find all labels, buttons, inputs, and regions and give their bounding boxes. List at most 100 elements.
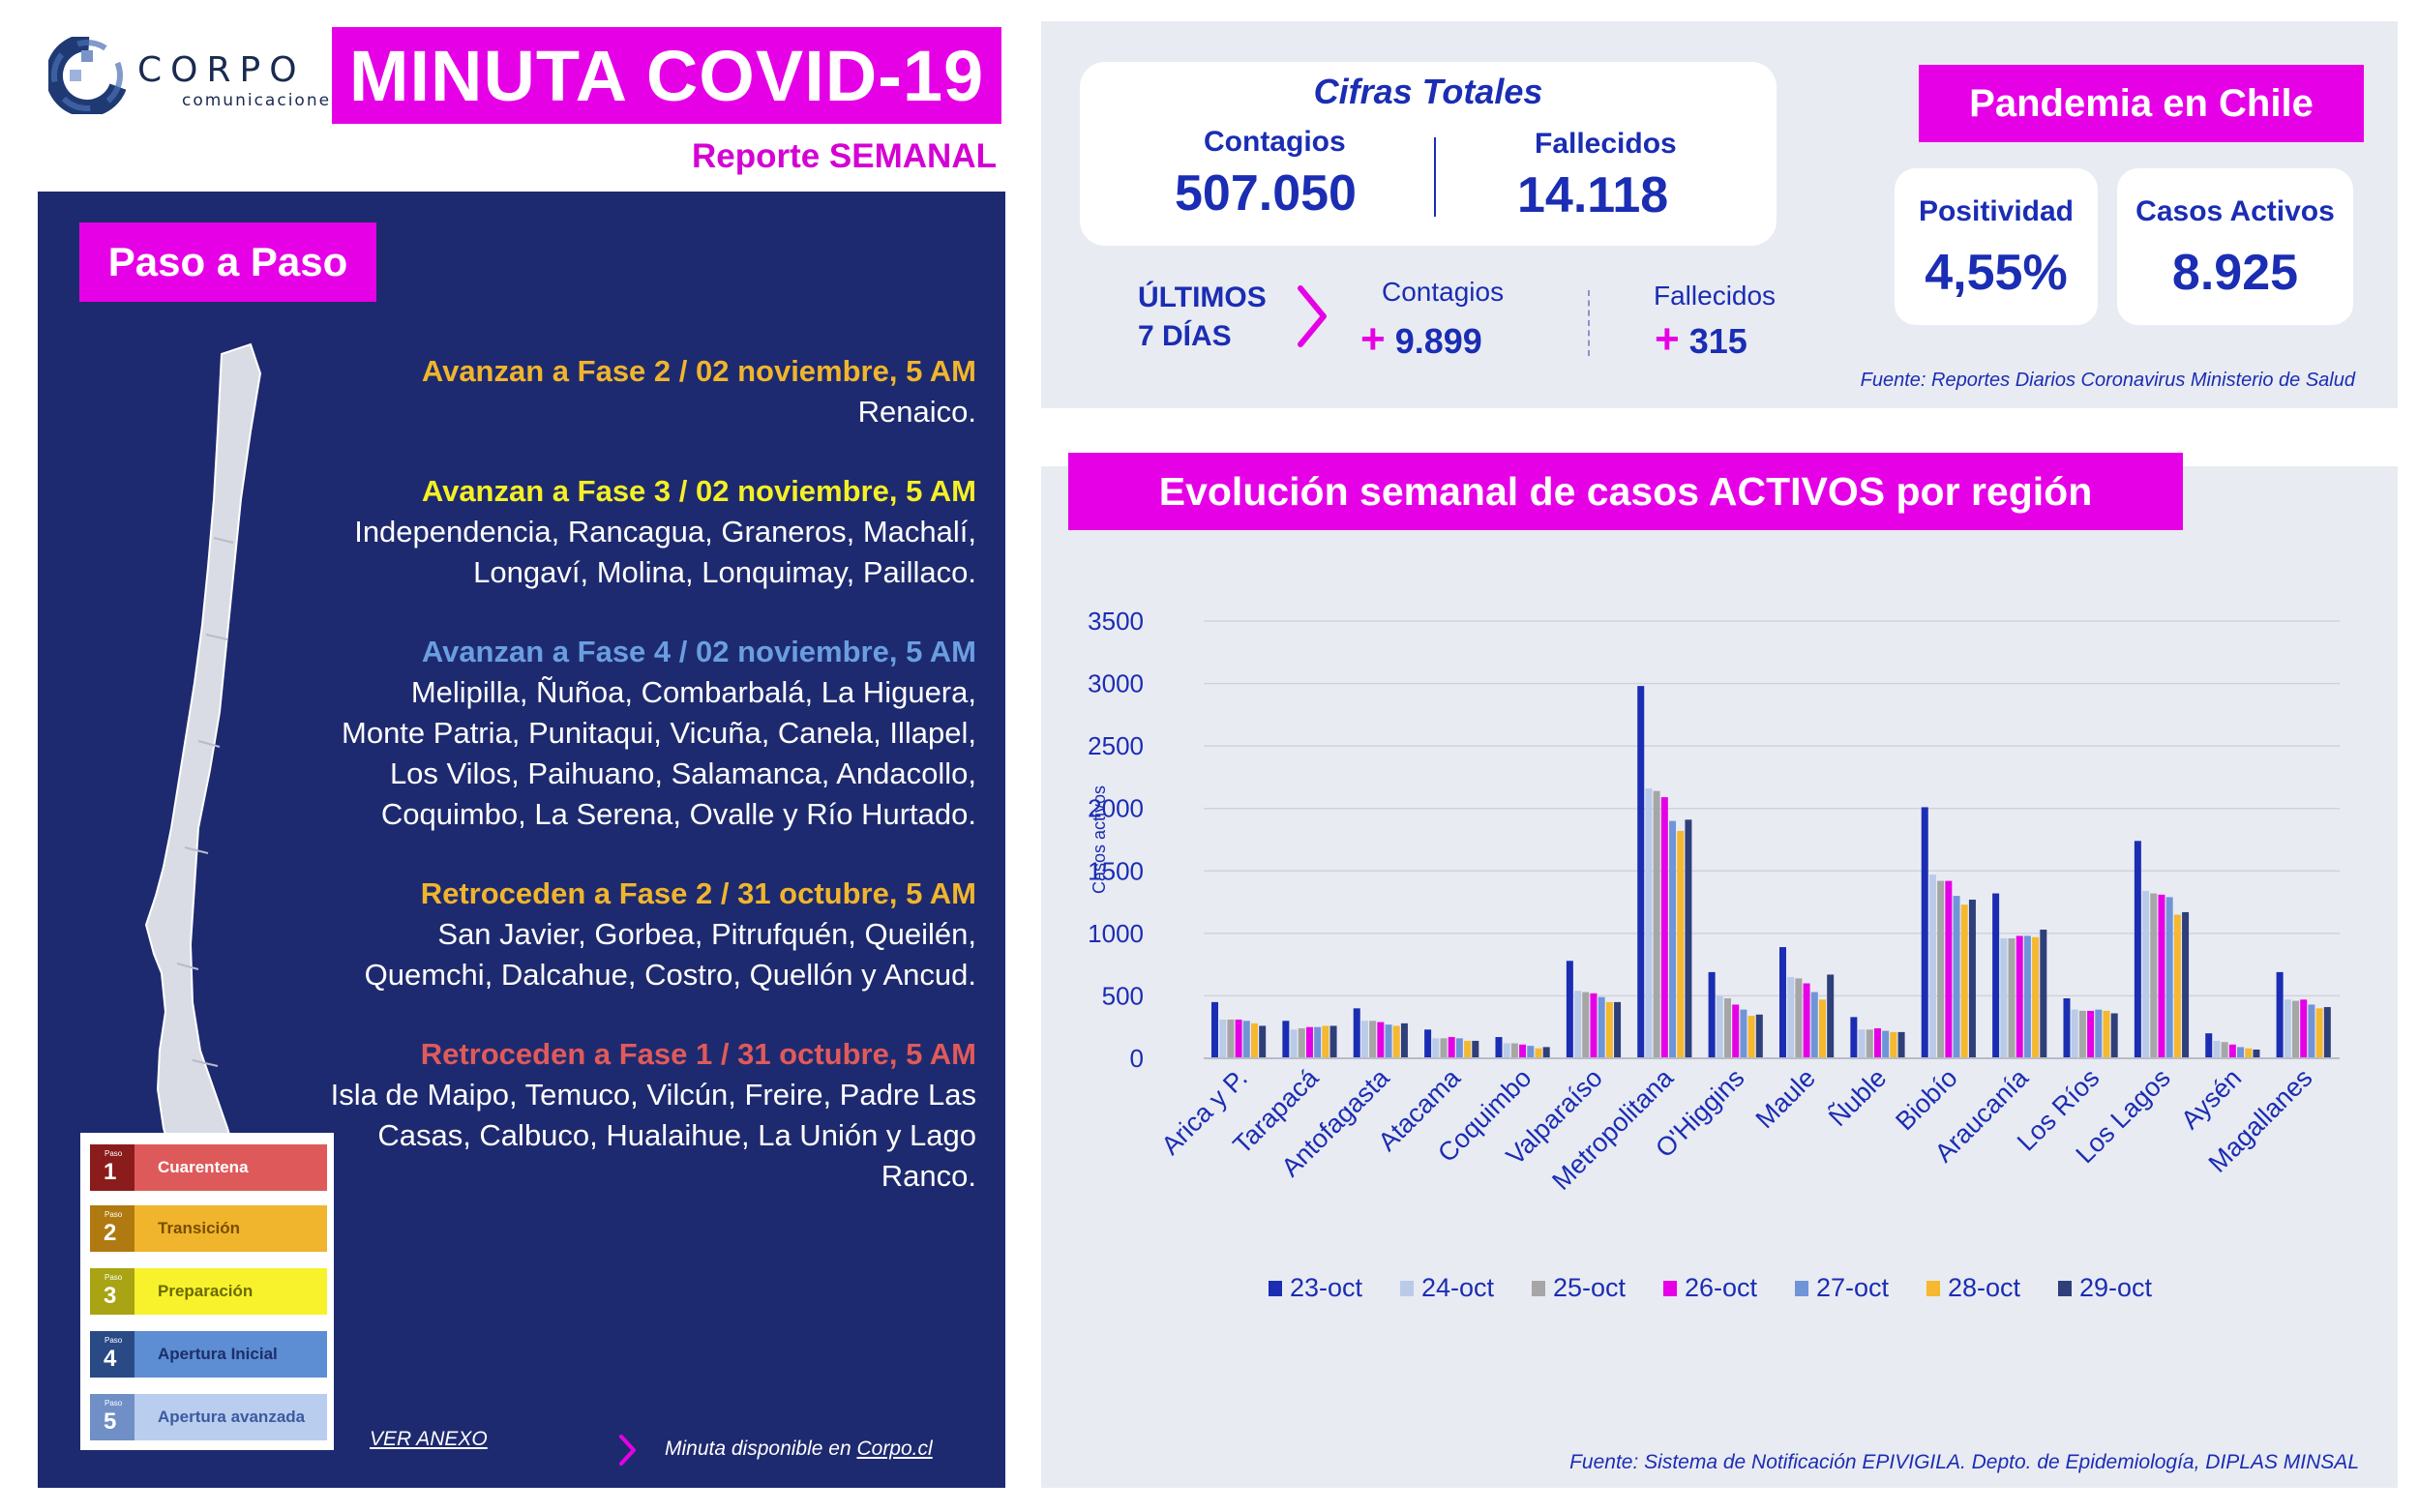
logo-subtitle: comunicaciones: [182, 91, 342, 110]
casos-activos-value: 8.925: [2171, 245, 2299, 301]
bar-25-oct-Valparaíso: [1582, 992, 1590, 1058]
phase-entry-heading: Avanzan a Fase 4 / 02 noviembre, 5 AM: [421, 635, 976, 668]
bar-24-oct-O'Higgins: [1716, 995, 1723, 1058]
evolucion-badge: Evolución semanal de casos ACTIVOS por r…: [1068, 453, 2183, 530]
bar-23-oct-Araucanía: [1992, 893, 2000, 1058]
bar-29-oct-Biobío: [1968, 899, 1976, 1058]
bar-26-oct-Los Ríos: [2087, 1010, 2095, 1058]
fallecidos-value: 14.118: [1517, 167, 1669, 223]
ultimos-contagios-label: Contagios: [1382, 277, 1505, 307]
bar-29-oct-Los Ríos: [2110, 1013, 2118, 1058]
bar-27-oct-Valparaíso: [1598, 996, 1605, 1058]
ultimos-divider: [1588, 290, 1590, 356]
bar-25-oct-Ñuble: [1866, 1029, 1873, 1058]
bar-28-oct-Valparaíso: [1605, 1001, 1613, 1058]
y-tick-label: 1000: [1088, 919, 1144, 948]
legend-label-29-oct: 29-oct: [2079, 1273, 2153, 1302]
x-tick-label: Maule: [1750, 1063, 1821, 1134]
corpo-link[interactable]: Corpo.cl: [856, 1438, 933, 1460]
phase-entry: Avanzan a Fase 2 / 02 noviembre, 5 AM Re…: [328, 351, 976, 432]
bar-26-oct-Aysén: [2228, 1044, 2236, 1058]
bar-23-oct-O'Higgins: [1708, 971, 1716, 1058]
bar-24-oct-Magallanes: [2284, 999, 2291, 1058]
bar-25-oct-Arica y P.: [1227, 1019, 1235, 1058]
ultimos-contagios-value: +9.899: [1360, 315, 1482, 363]
cifras-panel: Cifras Totales Contagios 507.050 Falleci…: [1041, 21, 2398, 408]
legend-step-label: Cuarentena: [134, 1144, 327, 1191]
bar-25-oct-Los Lagos: [2150, 893, 2158, 1058]
logo-name: CORPO: [137, 50, 306, 90]
plus-icon: +: [1360, 315, 1386, 363]
legend-label-26-oct: 26-oct: [1685, 1273, 1758, 1302]
ultimos-fallecidos-value: +315: [1655, 315, 1747, 363]
bar-28-oct-Tarapacá: [1322, 1025, 1329, 1058]
bar-24-oct-Tarapacá: [1290, 1029, 1298, 1058]
pandemia-title: Pandemia en Chile: [1969, 81, 2314, 125]
bar-29-oct-Arica y P.: [1259, 1025, 1267, 1058]
bar-28-oct-Antofagasta: [1392, 1025, 1400, 1058]
phase-entry-communes: San Javier, Gorbea, Pitrufquén, Queilén,…: [364, 917, 976, 992]
phase-entry: Avanzan a Fase 4 / 02 noviembre, 5 AM Me…: [328, 632, 976, 835]
bar-23-oct-Aysén: [2205, 1033, 2213, 1058]
main-title: MINUTA COVID-19: [348, 35, 985, 116]
casos-activos-bar-chart: 0 500 1000 1500 2000 2500 3000 3500 Casos activo…: [1088, 607, 2340, 1302]
legend-swatch-26-oct: [1663, 1281, 1677, 1296]
bar-29-oct-O'Higgins: [1755, 1014, 1763, 1058]
bar-24-oct-Araucanía: [2000, 938, 2008, 1058]
legend-step-number: Paso 2: [90, 1205, 134, 1252]
plus-icon: +: [1655, 315, 1680, 363]
bar-23-oct-Atacama: [1424, 1029, 1432, 1058]
bar-29-oct-Maule: [1827, 974, 1835, 1058]
contagios-label: Contagios: [1204, 126, 1346, 158]
phase-entry-heading: Retroceden a Fase 2 / 31 octubre, 5 AM: [420, 876, 976, 910]
bar-28-oct-Magallanes: [2315, 1008, 2323, 1058]
bar-27-oct-Los Lagos: [2165, 897, 2173, 1058]
ultimos-fallecidos-label: Fallecidos: [1654, 281, 1777, 311]
y-tick-label: 500: [1102, 981, 1144, 1010]
positividad-value: 4,55%: [1925, 245, 2068, 301]
legend-swatch-27-oct: [1795, 1281, 1808, 1296]
legend-label-25-oct: 25-oct: [1553, 1273, 1627, 1302]
minuta-availability: Minuta disponible en Corpo.cl: [665, 1438, 933, 1461]
ver-anexo-link[interactable]: VER ANEXO: [370, 1428, 488, 1450]
bar-27-oct-Maule: [1810, 992, 1818, 1058]
phase-entry-heading: Avanzan a Fase 2 / 02 noviembre, 5 AM: [421, 354, 976, 388]
x-tick-label: Ñuble: [1823, 1062, 1893, 1132]
y-tick-label: 0: [1130, 1044, 1144, 1073]
bar-26-oct-Magallanes: [2300, 999, 2308, 1058]
legend-item-paso-2: Paso 2 Transición: [90, 1205, 327, 1252]
legend-step-number: Paso 5: [90, 1394, 134, 1440]
bar-25-oct-Biobío: [1937, 880, 1945, 1058]
bar-27-oct-Ñuble: [1882, 1030, 1890, 1058]
bar-27-oct-Arica y P.: [1242, 1021, 1250, 1058]
legend-step-label: Apertura avanzada: [134, 1394, 327, 1440]
bar-28-oct-Arica y P.: [1250, 1023, 1258, 1058]
bar-25-oct-Aysén: [2221, 1042, 2228, 1058]
legend-swatch-23-oct: [1269, 1281, 1282, 1296]
y-tick-label: 2500: [1088, 731, 1144, 760]
phase-entry: Retroceden a Fase 2 / 31 octubre, 5 AM S…: [328, 874, 976, 995]
bar-25-oct-Metropolitana: [1653, 790, 1660, 1058]
bar-26-oct-Biobío: [1945, 880, 1953, 1058]
ultimos-7-dias-label: ÚLTIMOS 7 DÍAS: [1138, 282, 1267, 352]
bar-24-oct-Arica y P.: [1219, 1019, 1227, 1058]
pandemia-en-chile-badge: Pandemia en Chile: [1919, 65, 2364, 142]
bar-24-oct-Metropolitana: [1645, 788, 1653, 1058]
bar-26-oct-O'Higgins: [1732, 1004, 1740, 1058]
legend-item-paso-3: Paso 3 Preparación: [90, 1268, 327, 1315]
bar-23-oct-Arica y P.: [1210, 1001, 1218, 1058]
phase-entry-communes: Melipilla, Ñuñoa, Combarbalá, La Higuera…: [342, 675, 976, 831]
legend-swatch-29-oct: [2058, 1281, 2072, 1296]
legend-label-28-oct: 28-oct: [1948, 1273, 2021, 1302]
y-tick-label: 1500: [1088, 856, 1144, 885]
bar-24-oct-Biobío: [1928, 875, 1936, 1058]
fuente-minsal-note: Fuente: Reportes Diarios Coronavirus Min…: [1860, 370, 2355, 391]
bar-24-oct-Maule: [1787, 977, 1795, 1058]
bar-23-oct-Coquimbo: [1495, 1037, 1503, 1058]
fallecidos-label: Fallecidos: [1535, 128, 1677, 160]
bar-29-oct-Tarapacá: [1329, 1025, 1337, 1058]
bar-28-oct-Ñuble: [1890, 1031, 1897, 1058]
legend-item-paso-1: Paso 1 Cuarentena: [90, 1144, 327, 1191]
phase-entry-communes: Renaico.: [857, 395, 976, 429]
bar-24-oct-Ñuble: [1858, 1029, 1866, 1058]
